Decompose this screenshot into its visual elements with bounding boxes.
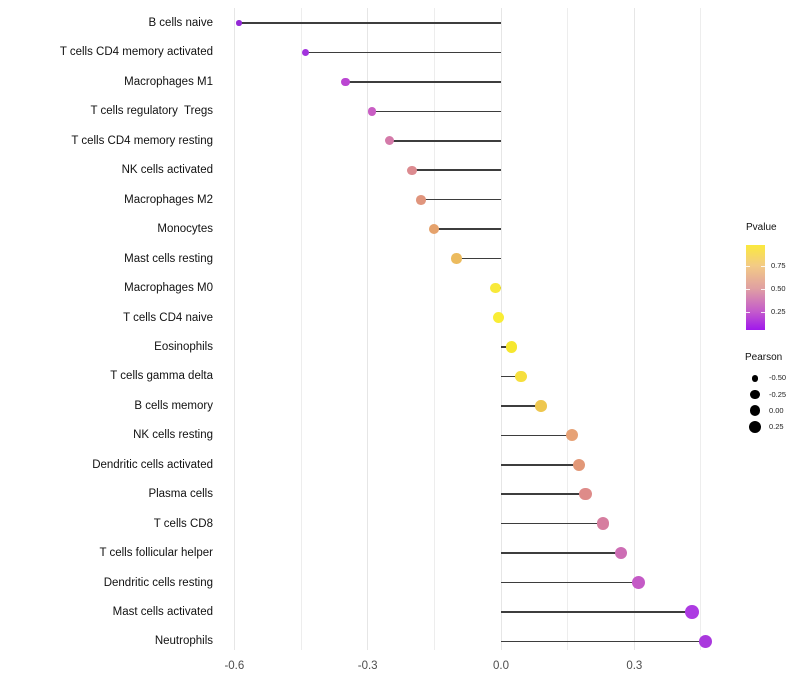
pvalue-gradient-bar — [746, 245, 765, 330]
category-label: Dendritic cells resting — [103, 576, 213, 589]
lollipop-dot — [579, 488, 592, 501]
gridline — [500, 8, 502, 650]
lollipop-dot — [506, 341, 518, 353]
pvalue-tick-mark — [746, 265, 750, 267]
gridline — [367, 8, 369, 650]
lollipop-dot — [698, 634, 713, 649]
pearson-size-label: -0.50 — [769, 373, 787, 383]
pvalue-tick-mark — [761, 265, 765, 267]
lollipop-stem — [305, 51, 501, 54]
category-label: Eosinophils — [154, 340, 213, 353]
lollipop-dot — [493, 312, 505, 323]
gridline — [700, 8, 702, 650]
pvalue-tick-label: 0.50 — [771, 283, 786, 293]
category-label: T cells CD4 memory activated — [59, 46, 213, 59]
pearson-size-label: 0.25 — [769, 422, 784, 432]
category-label: Macrophages M2 — [124, 193, 213, 206]
category-label: Macrophages M1 — [124, 75, 213, 88]
category-label: T cells CD4 naive — [123, 311, 213, 324]
lollipop-dot — [367, 106, 377, 116]
pvalue-tick-label: 0.25 — [771, 306, 786, 316]
pvalue-legend-title: Pvalue — [746, 222, 777, 233]
x-axis-tick-label: -0.6 — [224, 660, 245, 672]
category-label: Mast cells activated — [112, 606, 213, 618]
gridline — [433, 8, 435, 650]
lollipop-stem — [501, 640, 706, 643]
category-label: Neutrophils — [154, 635, 213, 648]
lollipop-dot — [236, 20, 242, 26]
lollipop-dot — [614, 546, 628, 560]
lollipop-stem — [456, 257, 501, 260]
lollipop-dot — [407, 165, 417, 175]
pearson-legend-title: Pearson — [745, 352, 783, 363]
pvalue-tick-mark — [746, 311, 750, 313]
pvalue-tick-mark — [746, 288, 750, 290]
lollipop-dot — [385, 136, 395, 146]
category-label: Plasma cells — [148, 488, 213, 501]
lollipop-dot — [341, 77, 350, 86]
category-label: Dendritic cells activated — [92, 458, 213, 471]
category-label: NK cells resting — [133, 429, 213, 442]
lollipop-dot — [572, 458, 585, 471]
lollipop-stem — [501, 522, 604, 525]
lollipop-stem — [501, 463, 579, 466]
category-label: Macrophages M0 — [124, 282, 213, 295]
x-axis-tick-label: -0.3 — [357, 660, 378, 672]
category-label: Monocytes — [157, 223, 213, 236]
lollipop-dot — [685, 605, 699, 619]
lollipop-stem — [345, 81, 501, 83]
gridline — [567, 8, 569, 650]
x-axis-tick-label: 0.3 — [626, 660, 643, 672]
lollipop-stem — [372, 110, 501, 113]
lollipop-stem — [434, 228, 501, 230]
lollipop-stem — [501, 405, 541, 407]
lollipop-stem — [238, 22, 501, 24]
lollipop-stem — [421, 198, 501, 201]
category-label: T cells CD4 memory resting — [71, 134, 213, 147]
lollipop-stem — [501, 434, 573, 437]
lollipop-dot — [451, 253, 462, 264]
lollipop-dot — [490, 282, 502, 294]
category-label: T cells follicular helper — [99, 547, 213, 560]
category-label: T cells CD8 — [153, 517, 213, 530]
lollipop-stem — [412, 169, 501, 172]
pearson-size-label: -0.25 — [769, 389, 787, 399]
category-label: T cells gamma delta — [110, 370, 213, 383]
category-label: Mast cells resting — [124, 252, 213, 265]
lollipop-stem — [501, 375, 521, 378]
pvalue-tick-label: 0.75 — [771, 260, 786, 270]
lollipop-dot — [596, 517, 610, 530]
category-label: NK cells activated — [121, 164, 213, 177]
pearson-size-label: 0.00 — [769, 405, 784, 415]
lollipop-dot — [535, 400, 547, 412]
pearson-size-dot — [751, 374, 759, 382]
lollipop-dot — [566, 429, 579, 442]
lollipop-stem — [389, 140, 501, 142]
category-label: B cells naive — [148, 17, 213, 29]
x-axis-tick-label: 0.0 — [493, 660, 509, 672]
gridline — [233, 8, 235, 650]
pvalue-tick-mark — [761, 288, 765, 290]
lollipop-stem — [501, 493, 586, 495]
pvalue-tick-mark — [761, 311, 765, 313]
pearson-size-dot — [750, 390, 760, 400]
pearson-size-dot — [749, 405, 761, 417]
lollipop-stem — [501, 552, 621, 554]
gridline — [300, 8, 302, 650]
lollipop-dot — [632, 576, 646, 590]
category-label: T cells regulatory Tregs — [90, 105, 213, 118]
lollipop-stem — [501, 581, 639, 584]
gridline — [633, 8, 635, 650]
lollipop-dot — [429, 224, 440, 235]
pearson-size-dot — [748, 420, 762, 434]
category-label: B cells memory — [134, 399, 213, 412]
lollipop-stem — [501, 611, 693, 613]
lollipop-dot — [301, 48, 310, 57]
lollipop-dot — [416, 194, 426, 205]
lollipop-dot — [515, 370, 527, 383]
